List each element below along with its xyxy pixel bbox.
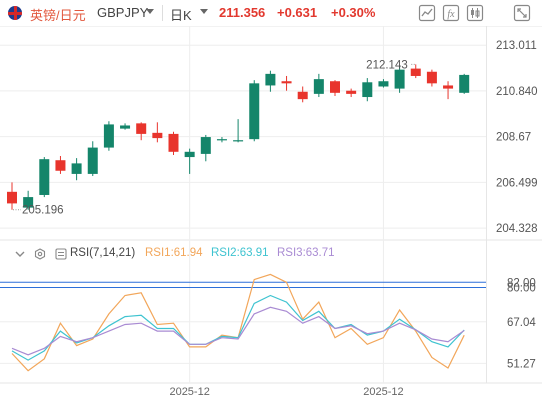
candle-body [313,79,324,94]
rsi-series-line-rsi1 [11,273,465,372]
candle-body [87,147,98,174]
candle-body [184,151,195,158]
toolbar-divider [162,5,163,21]
pair-name[interactable]: 英镑/日元 [30,8,86,23]
candle-body [281,81,292,84]
last-price: 211.356 [219,5,266,20]
fullscreen-icon[interactable] [513,4,531,22]
candle-body [410,68,421,76]
quote-toolbar: 英镑/日元 GBPJPY 日K 211.356 +0.631 +0.30% fx [0,0,542,26]
candle-body [71,163,82,174]
indicator-name[interactable]: RSI(7,14,21) [70,247,136,259]
candle-body [200,137,211,154]
high-price-label: 212.143 [366,59,408,71]
candle-body [443,85,454,89]
pair-dropdown-caret-icon[interactable] [146,9,154,14]
date-axis-label: 2025-12 [169,386,209,398]
candle-body [233,140,244,142]
period-selector[interactable]: 日K [170,8,192,23]
price-axis-label: 213.011 [496,40,537,52]
price-axis-label: 204.328 [496,223,538,235]
indicator-info-icon[interactable] [55,248,67,260]
line-chart-icon[interactable] [418,4,436,22]
candle-body [249,83,260,140]
candle-body [362,82,373,98]
pair-code[interactable]: GBPJPY [97,5,149,20]
candle-body [120,125,131,129]
candle-body [23,197,34,208]
rsi-axis-label: 51.27 [507,358,536,370]
candle-body [346,90,357,94]
candle-body [394,69,405,89]
rsi-series-line-rsi2 [11,294,465,361]
candle-body [330,81,340,93]
rsi-series-line-rsi3 [11,306,465,356]
candle-body [297,91,308,100]
price-change: +0.631 [277,5,318,20]
period-dropdown-caret-icon[interactable] [200,9,208,14]
settings-icon[interactable] [34,248,46,260]
candle-body [103,124,114,148]
rsi-axis-label: 82.00 [507,277,536,289]
date-axis-label: 2025-12 [363,386,403,398]
price-axis-label: 210.840 [496,86,538,98]
rsi-axis-label: 80.00 [507,283,536,295]
candle-body [152,132,163,139]
price-change-percent: +0.30% [331,5,376,20]
candle-body [378,81,389,87]
collapse-arrow-icon[interactable] [14,248,26,260]
svg-text:fx: fx [447,9,455,20]
rsi1-value: RSI1:61.94 [145,247,203,259]
candle-body [216,139,227,141]
candle-type-icon[interactable] [466,4,484,22]
low-price-label: 205.196 [22,205,64,217]
candle-body [168,133,179,152]
price-axis-label: 206.499 [496,177,538,189]
candle-body [55,160,66,171]
rsi-axis-label: 67.04 [507,317,536,329]
candle-body [7,191,17,204]
uk-flag-icon [8,6,22,20]
candle-body [136,123,147,134]
rsi3-value: RSI3:63.71 [277,247,335,259]
price-axis-label: 208.67 [496,132,531,144]
rsi2-value: RSI2:63.91 [211,247,269,259]
candle-body [426,71,437,84]
price-chart[interactable]: 213.011 210.840 208.67 206.499 204.328 2025-1… [0,26,542,402]
indicator-icon[interactable]: fx [442,4,460,22]
candle-body [39,159,50,195]
candle-body [265,73,276,86]
candle-body [459,74,470,93]
